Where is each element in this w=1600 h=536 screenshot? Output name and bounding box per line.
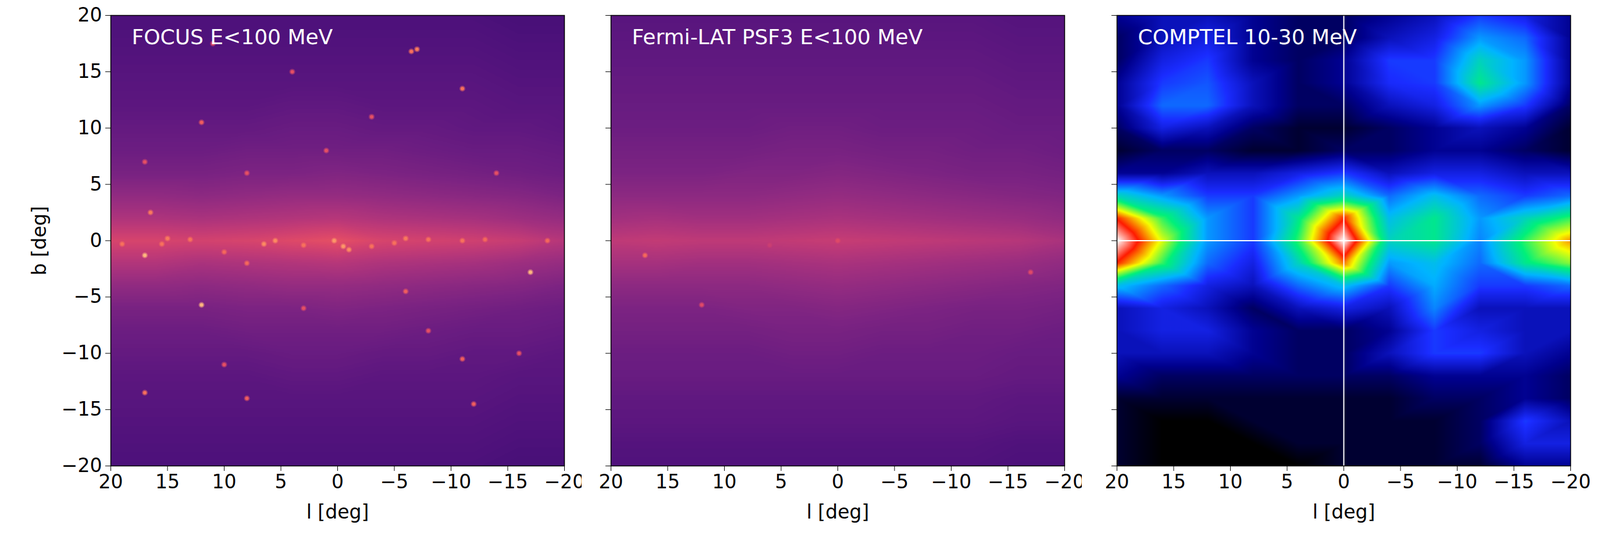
svg-text:5: 5 <box>275 470 288 494</box>
svg-text:−10: −10 <box>1437 470 1478 494</box>
svg-text:−5: −5 <box>380 470 409 494</box>
svg-text:5: 5 <box>1281 470 1294 494</box>
svg-text:−15: −15 <box>61 397 103 421</box>
svg-text:20: 20 <box>599 470 624 494</box>
svg-text:15: 15 <box>155 470 180 494</box>
svg-text:5: 5 <box>775 470 788 494</box>
svg-text:Fermi-LAT PSF3 E<100 MeV: Fermi-LAT PSF3 E<100 MeV <box>632 25 924 49</box>
svg-text:−10: −10 <box>61 341 103 365</box>
svg-text:−15: −15 <box>1493 470 1535 494</box>
svg-text:−5: −5 <box>73 284 103 308</box>
svg-text:15: 15 <box>655 470 680 494</box>
svg-text:15: 15 <box>1161 470 1186 494</box>
svg-text:5: 5 <box>90 172 103 196</box>
svg-text:−15: −15 <box>987 470 1029 494</box>
svg-text:l [deg]: l [deg] <box>306 500 370 524</box>
svg-text:10: 10 <box>77 116 103 140</box>
svg-text:l [deg]: l [deg] <box>806 500 870 524</box>
svg-text:0: 0 <box>90 229 103 252</box>
svg-text:10: 10 <box>712 470 737 494</box>
svg-text:−20: −20 <box>544 470 586 494</box>
svg-text:0: 0 <box>331 470 344 494</box>
svg-text:−20: −20 <box>61 454 103 477</box>
svg-text:−10: −10 <box>430 470 472 494</box>
svg-text:10: 10 <box>212 470 237 494</box>
svg-text:20: 20 <box>98 470 124 494</box>
svg-text:20: 20 <box>1105 470 1130 494</box>
svg-text:−20: −20 <box>1044 470 1086 494</box>
svg-text:−15: −15 <box>487 470 529 494</box>
svg-text:−5: −5 <box>1386 470 1416 494</box>
svg-text:FOCUS E<100 MeV: FOCUS E<100 MeV <box>132 25 334 49</box>
svg-text:COMPTEL 10-30 MeV: COMPTEL 10-30 MeV <box>1138 25 1358 49</box>
svg-text:15: 15 <box>77 59 103 83</box>
svg-text:b [deg]: b [deg] <box>27 205 51 276</box>
svg-text:−5: −5 <box>880 470 910 494</box>
svg-text:20: 20 <box>77 3 103 27</box>
svg-text:l [deg]: l [deg] <box>1312 500 1376 524</box>
svg-text:0: 0 <box>1337 470 1350 494</box>
svg-text:10: 10 <box>1218 470 1243 494</box>
svg-text:0: 0 <box>831 470 844 494</box>
svg-text:−20: −20 <box>1550 470 1592 494</box>
svg-text:−10: −10 <box>931 470 972 494</box>
